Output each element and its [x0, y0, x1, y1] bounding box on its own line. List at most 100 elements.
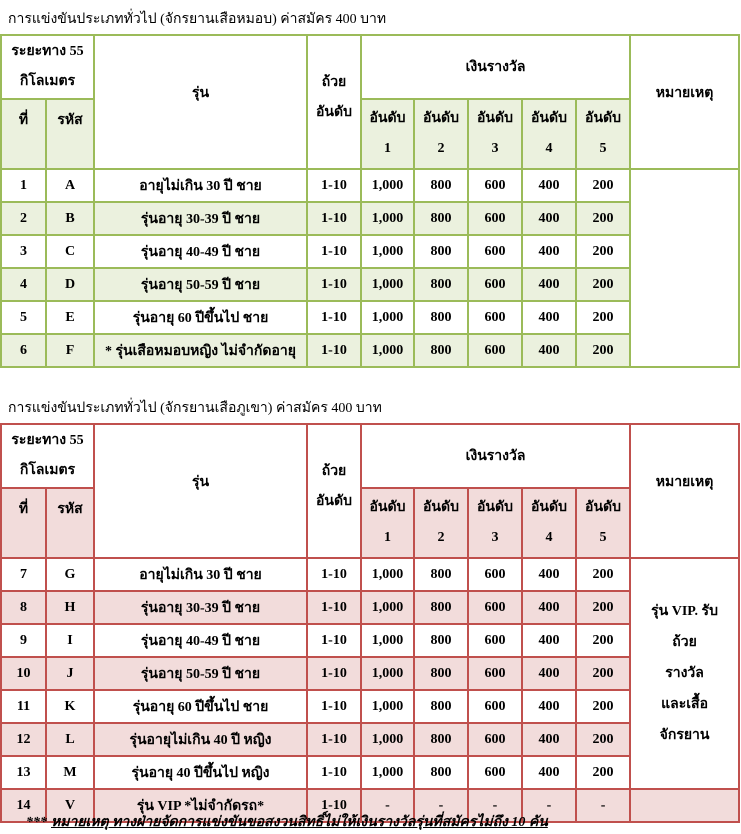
row-trophy: 1-10 — [306, 168, 362, 203]
row-prize-2: 800 — [413, 755, 469, 790]
row-prize-5: 200 — [574, 590, 632, 625]
row-no: 13 — [0, 755, 47, 790]
row-prize-3: 600 — [467, 168, 523, 203]
row-prize-3: 600 — [467, 333, 523, 368]
row-prize-4: 400 — [521, 722, 577, 757]
row-trophy: 1-10 — [306, 267, 362, 302]
row-prize-2: 800 — [413, 557, 469, 592]
row-prize-2: 800 — [413, 300, 469, 335]
table-row: 13 M รุ่นอายุ 40 ปีขึ้นไป หญิง 1-10 1,000 800… — [0, 755, 739, 790]
subheader-row: ที่ รหัส อันดับ 1 อันดับ 2 อันดับ 3 อันดับ 4 อันดั… — [0, 98, 739, 170]
row-prize-3: 600 — [467, 590, 523, 625]
prize-label: เงินรางวัล — [465, 449, 526, 464]
header-rank-2: อันดับ 2 — [413, 487, 469, 559]
table-row: 11 K รุ่นอายุ 60 ปีขึ้นไป ชาย 1-10 1,000 800 6… — [0, 689, 739, 724]
table-row: 9 I รุ่นอายุ 40-49 ปี ชาย 1-10 1,000 800 600 40… — [0, 623, 739, 658]
row-class: รุ่นอายุ 50-59 ปี ชาย — [93, 656, 308, 691]
rank-number: 5 — [599, 141, 607, 156]
trophy-rank-label: อันดับ — [316, 494, 352, 509]
row-prize-3: 600 — [467, 623, 523, 658]
row-class: รุ่นอายุ 60 ปีขึ้นไป ชาย — [93, 300, 308, 335]
remark-line: และเสื้อ — [661, 697, 708, 712]
no-label: ที่ — [18, 502, 29, 517]
header-row: ระยะทาง 55 กิโลเมตร รุ่น ถ้วย อันดับ เงินรางว… — [0, 34, 741, 170]
row-prize-4: 400 — [521, 333, 577, 368]
row-prize-2: 800 — [413, 689, 469, 724]
row-prize-3: - — [467, 788, 523, 823]
row-prize-2: - — [413, 788, 469, 823]
row-no: 14 — [0, 788, 47, 823]
row-class: รุ่นอายุ 60 ปีขึ้นไป ชาย — [93, 689, 308, 724]
header-prize: เงินรางวัล — [359, 34, 632, 100]
rank-number: 1 — [384, 530, 391, 545]
rank-label: อันดับ — [477, 500, 513, 515]
row-prize-2: 800 — [413, 722, 469, 757]
row-prize-4: 400 — [521, 201, 577, 236]
code-label: รหัส — [57, 502, 83, 517]
row-trophy: 1-10 — [306, 234, 362, 269]
header-remark: หมายเหตุ — [629, 423, 741, 559]
header-rank-2: อันดับ 2 — [413, 98, 469, 170]
distance-unit: กิโลเมตร — [19, 74, 76, 89]
table-row: 6 F * รุ่นเสือหมอบหญิง ไม่จำกัดอายุ 1-10 1,0… — [0, 333, 739, 368]
subheader-row: ที่ รหัส อันดับ 1 อันดับ 2 อันดับ 3 อันดับ 4 อันดั… — [0, 487, 739, 559]
rank-label: อันดับ — [531, 111, 567, 126]
header-class: รุ่น — [93, 34, 308, 170]
header-trophy: ถ้วย อันดับ — [306, 34, 362, 170]
row-prize-2: 800 — [413, 201, 469, 236]
row-prize-5: 200 — [574, 201, 632, 236]
row-prize-1: 1,000 — [360, 689, 415, 724]
row-prize-4: 400 — [521, 300, 577, 335]
row-prize-1: 1,000 — [360, 557, 415, 592]
header-class: รุ่น — [93, 423, 308, 559]
table-row: 12 L รุ่นอายุไม่เกิน 40 ปี หญิง 1-10 1,000 80… — [0, 722, 739, 757]
header-prize: เงินรางวัล — [359, 423, 632, 489]
table-row: 2 B รุ่นอายุ 30-39 ปี ชาย 1-10 1,000 800 600 40… — [0, 201, 739, 236]
row-class: รุ่นอายุ 40 ปีขึ้นไป หญิง — [93, 755, 308, 790]
row-prize-4: 400 — [521, 168, 577, 203]
code-label: รหัส — [57, 113, 83, 128]
row-trophy: 1-10 — [306, 300, 362, 335]
row-prize-3: 600 — [467, 234, 523, 269]
row-class: รุ่น VIP *ไม่จำกัดรถ* — [93, 788, 308, 823]
row-code: K — [45, 689, 95, 724]
header-no: ที่ — [0, 98, 47, 170]
row-code: E — [45, 300, 95, 335]
row-prize-5: 200 — [574, 557, 632, 592]
row-trophy: 1-10 — [306, 333, 362, 368]
row-class: อายุไม่เกิน 30 ปี ชาย — [93, 168, 308, 203]
table-row: 10 J รุ่นอายุ 50-59 ปี ชาย 1-10 1,000 800 600 4… — [0, 656, 739, 691]
rank-number: 3 — [491, 530, 499, 545]
rank-label: อันดับ — [369, 500, 406, 515]
row-prize-4: 400 — [521, 557, 577, 592]
row-prize-5: 200 — [574, 234, 632, 269]
row-prize-5: 200 — [574, 623, 632, 658]
row-no: 5 — [0, 300, 47, 335]
rank-number: 2 — [437, 141, 445, 156]
row-no: 12 — [0, 722, 47, 757]
row-prize-2: 800 — [413, 333, 469, 368]
row-prize-4: 400 — [521, 755, 577, 790]
header-rank-1: อันดับ 1 — [360, 487, 415, 559]
mountain-bike-prize-table: ระยะทาง 55 กิโลเมตร รุ่น ถ้วย อันดับ เงินรางว… — [0, 423, 741, 823]
trophy-label: ถ้วย — [321, 464, 347, 479]
row-code: A — [45, 168, 95, 203]
row-prize-1: 1,000 — [360, 755, 415, 790]
rank-number: 4 — [545, 141, 553, 156]
row-code: H — [45, 590, 95, 625]
remark-line: จักรยาน — [659, 728, 710, 743]
header-rank-3: อันดับ 3 — [467, 487, 523, 559]
remark-label: หมายเหตุ — [655, 475, 714, 490]
row-prize-1: 1,000 — [360, 333, 415, 368]
table-row: 5 E รุ่นอายุ 60 ปีขึ้นไป ชาย 1-10 1,000 800 60… — [0, 300, 739, 335]
row-remark — [629, 788, 741, 823]
row-class: รุ่นอายุ 40-49 ปี ชาย — [93, 234, 308, 269]
table-row: 8 H รุ่นอายุ 30-39 ปี ชาย 1-10 1,000 800 600 40… — [0, 590, 739, 625]
row-trophy: 1-10 — [306, 201, 362, 236]
row-class: อายุไม่เกิน 30 ปี ชาย — [93, 557, 308, 592]
row-prize-3: 600 — [467, 300, 523, 335]
footnote: *** หมายเหตุ ทางฝ่ายจัดการแข่งขันขอสงวนสิ… — [26, 811, 548, 833]
header-distance: ระยะทาง 55 กิโลเมตร — [0, 34, 95, 100]
row-no: 6 — [0, 333, 47, 368]
footnote-stars: *** — [26, 815, 47, 830]
